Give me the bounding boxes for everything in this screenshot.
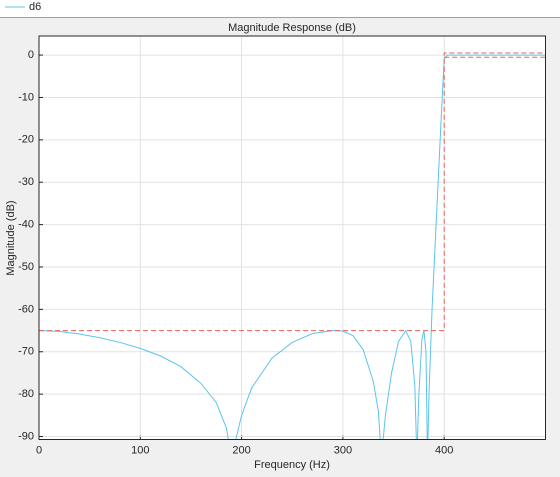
chart-title: Magnitude Response (dB) [228, 22, 356, 34]
plot-area [39, 36, 546, 440]
y-axis-label: Magnitude (dB) [5, 200, 17, 275]
x-axis-label: Frequency (Hz) [254, 459, 330, 471]
y-tick-label: -30 [18, 176, 34, 188]
y-tick-label: -70 [18, 346, 34, 358]
y-tick-label: -50 [18, 261, 34, 273]
response-line [39, 54, 546, 440]
x-tick-label: 400 [435, 444, 453, 456]
x-tick-label: 300 [334, 444, 352, 456]
y-tick-label: -10 [18, 91, 34, 103]
axes-box [38, 35, 546, 440]
x-tick-label: 200 [232, 444, 250, 456]
mask-line [39, 52, 546, 332]
legend-bar [0, 0, 560, 17]
y-tick-label: -60 [18, 303, 34, 315]
y-tick-label: -40 [18, 219, 34, 231]
x-tick-label: 0 [36, 444, 42, 456]
y-tick-label: -80 [18, 388, 34, 400]
y-tick-label: 0 [28, 49, 34, 61]
y-tick-label: -20 [18, 134, 34, 146]
x-tick-label: 100 [131, 444, 149, 456]
legend-label: d6 [29, 1, 41, 13]
y-tick-label: -90 [18, 430, 34, 442]
